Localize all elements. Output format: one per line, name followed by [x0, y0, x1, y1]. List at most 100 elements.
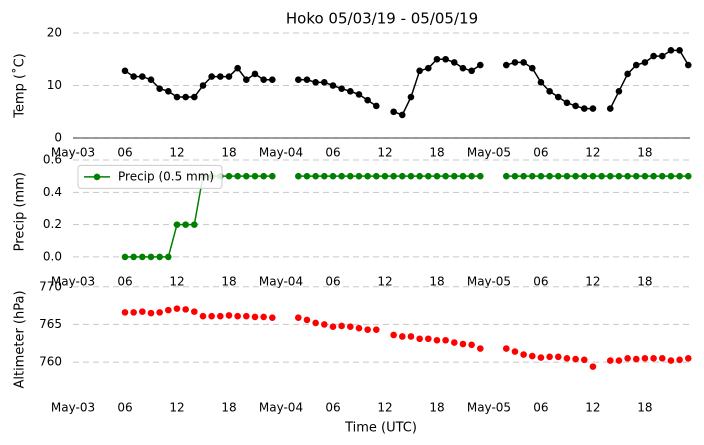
marker — [615, 357, 623, 364]
marker — [606, 105, 614, 112]
marker — [546, 87, 553, 95]
marker — [199, 312, 207, 320]
marker — [598, 172, 605, 180]
marker — [191, 93, 198, 101]
marker — [329, 82, 337, 89]
marker — [572, 172, 579, 180]
marker — [502, 172, 510, 180]
marker — [650, 172, 657, 180]
marker — [459, 340, 467, 348]
marker — [312, 172, 319, 180]
x-tick-label: 18 — [637, 275, 652, 289]
marker — [269, 76, 276, 84]
marker — [121, 67, 129, 75]
marker — [269, 314, 276, 321]
marker — [528, 172, 536, 180]
marker — [165, 253, 172, 261]
marker — [347, 172, 354, 180]
x-tick-label: May-05 — [467, 146, 511, 160]
marker — [684, 61, 692, 69]
marker — [329, 323, 337, 330]
marker — [589, 172, 597, 180]
marker — [251, 70, 259, 78]
marker — [364, 96, 371, 104]
marker — [182, 93, 189, 101]
marker — [338, 85, 345, 92]
marker — [225, 73, 233, 80]
marker — [641, 172, 649, 180]
marker — [424, 335, 432, 343]
marker — [234, 172, 241, 180]
x-tick-label: 12 — [377, 401, 392, 415]
marker — [147, 253, 155, 261]
marker — [407, 93, 415, 101]
marker — [554, 93, 562, 101]
marker — [355, 172, 363, 180]
marker — [684, 355, 692, 362]
marker — [468, 67, 475, 75]
marker — [329, 172, 337, 180]
marker — [667, 172, 675, 180]
marker — [390, 331, 397, 339]
marker — [554, 172, 562, 180]
x-tick-label: 18 — [221, 275, 236, 289]
marker — [321, 172, 328, 180]
marker — [234, 64, 241, 72]
marker — [139, 308, 146, 315]
x-tick-label: May-04 — [259, 401, 303, 415]
marker — [537, 79, 545, 86]
x-tick-label: 06 — [117, 146, 132, 160]
x-tick-label: 06 — [533, 275, 548, 289]
marker — [407, 172, 415, 180]
marker — [156, 253, 163, 261]
marker — [217, 312, 224, 320]
y-tick-label: 760 — [39, 355, 62, 369]
marker — [295, 172, 302, 180]
marker — [650, 355, 657, 362]
x-tick-label: 12 — [585, 401, 600, 415]
marker — [572, 355, 579, 363]
marker — [624, 70, 631, 78]
x-tick-label: May-03 — [51, 275, 95, 289]
line — [124, 49, 689, 116]
marker — [199, 82, 207, 89]
x-tick-label: 12 — [169, 275, 184, 289]
subplot: 0 10 20 May-03 06 12 18 May-04 06 12 18 May-05 06 12 1… — [12, 10, 692, 160]
marker — [676, 172, 683, 180]
marker — [468, 172, 475, 180]
marker — [147, 76, 155, 84]
marker — [217, 73, 224, 80]
marker — [563, 355, 571, 362]
marker — [442, 55, 449, 63]
marker — [520, 59, 527, 66]
x-tick-label: May-03 — [51, 401, 95, 415]
marker — [260, 172, 267, 180]
marker — [139, 73, 146, 80]
marker — [511, 172, 519, 180]
x-tick-label: 12 — [377, 146, 392, 160]
marker — [355, 324, 363, 332]
x-tick-label: May-04 — [259, 275, 303, 289]
y-axis-label: Precip (mm) — [13, 172, 28, 251]
marker — [130, 253, 137, 261]
x-tick-label: 06 — [117, 275, 132, 289]
x-tick-label: 18 — [221, 401, 236, 415]
marker — [520, 351, 527, 358]
subplot: 760 765 770 May-03 06 12 18 May-04 06 12 18 May-05 0… — [13, 279, 692, 436]
marker — [130, 309, 137, 316]
marker — [312, 79, 319, 86]
x-tick-label: 12 — [377, 275, 392, 289]
x-tick-label: 18 — [221, 146, 236, 160]
x-axis-label: Time (UTC) — [344, 421, 417, 436]
y-tick-label: 770 — [39, 279, 62, 293]
marker — [225, 312, 233, 319]
x-tick-label: 18 — [429, 146, 444, 160]
marker — [139, 253, 146, 261]
marker — [251, 313, 259, 321]
marker — [450, 339, 458, 346]
x-tick-label: May-05 — [467, 275, 511, 289]
marker — [658, 355, 666, 362]
marker — [563, 172, 571, 180]
marker — [312, 319, 319, 327]
